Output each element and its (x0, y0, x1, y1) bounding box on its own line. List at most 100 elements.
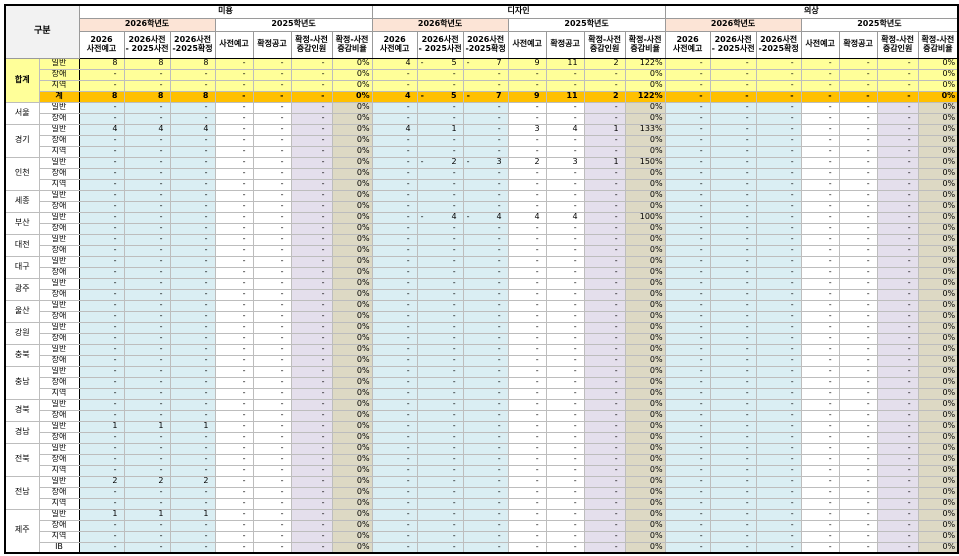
data-cell[interactable]: - (709, 266, 757, 279)
subrow-label[interactable]: 장애 (38, 409, 80, 422)
data-cell[interactable]: - (507, 134, 547, 147)
data-cell[interactable]: 0% (917, 453, 959, 466)
category-header-1[interactable]: 디자인 (371, 4, 666, 19)
data-cell[interactable]: - (416, 343, 464, 356)
data-cell[interactable]: - (838, 420, 878, 433)
data-cell[interactable]: 0% (331, 57, 373, 70)
data-cell[interactable]: 0% (624, 200, 666, 213)
data-cell[interactable]: - (290, 178, 333, 191)
data-cell[interactable]: - (838, 134, 878, 147)
data-cell[interactable]: 0% (624, 68, 666, 81)
data-cell[interactable]: - (416, 101, 464, 114)
data-cell[interactable]: 0% (624, 420, 666, 433)
data-cell[interactable]: - (800, 409, 840, 422)
data-cell[interactable]: - (252, 508, 292, 521)
data-cell[interactable]: - (507, 365, 547, 378)
data-cell[interactable]: - (876, 475, 919, 488)
data-cell[interactable]: - (78, 79, 125, 92)
data-cell[interactable]: - (214, 255, 254, 268)
data-cell[interactable]: -4 (462, 211, 509, 224)
data-cell[interactable]: - (252, 530, 292, 543)
data-cell[interactable]: - (78, 222, 125, 235)
data-cell[interactable]: - (709, 332, 757, 345)
data-cell[interactable]: 0% (917, 387, 959, 400)
data-cell[interactable]: - (169, 178, 216, 191)
data-cell[interactable]: - (371, 101, 418, 114)
subrow-label[interactable]: 장애 (38, 332, 80, 345)
data-cell[interactable]: - (252, 332, 292, 345)
data-cell[interactable]: - (214, 321, 254, 334)
data-cell[interactable]: - (252, 519, 292, 532)
data-cell[interactable]: - (290, 453, 333, 466)
data-cell[interactable]: - (800, 431, 840, 444)
data-cell[interactable]: 0% (331, 156, 373, 169)
subrow-label[interactable]: 일반 (38, 101, 80, 114)
data-cell[interactable]: - (214, 178, 254, 191)
data-cell[interactable]: - (252, 123, 292, 136)
data-cell[interactable]: 0% (624, 497, 666, 510)
data-cell[interactable]: - (462, 387, 509, 400)
region-label[interactable]: 서울 (4, 101, 40, 125)
data-cell[interactable]: 0% (331, 530, 373, 543)
data-cell[interactable]: - (583, 266, 626, 279)
data-cell[interactable]: 0% (331, 244, 373, 257)
data-cell[interactable]: - (755, 343, 802, 356)
data-cell[interactable]: 0% (331, 79, 373, 92)
data-cell[interactable]: - (252, 145, 292, 158)
data-cell[interactable]: 0% (331, 387, 373, 400)
data-cell[interactable]: 0% (917, 123, 959, 136)
data-cell[interactable]: - (123, 541, 171, 554)
data-cell[interactable]: - (214, 233, 254, 246)
data-cell[interactable]: 4 (169, 123, 216, 136)
data-cell[interactable]: - (545, 255, 585, 268)
data-cell[interactable]: - (507, 255, 547, 268)
subrow-label[interactable]: 일반 (38, 211, 80, 224)
data-cell[interactable]: - (416, 321, 464, 334)
data-cell[interactable]: - (545, 508, 585, 521)
data-cell[interactable]: 0% (917, 244, 959, 257)
data-cell[interactable]: - (755, 266, 802, 279)
data-cell[interactable]: - (507, 530, 547, 543)
data-cell[interactable]: - (416, 244, 464, 257)
data-cell[interactable]: - (78, 486, 125, 499)
data-cell[interactable]: - (78, 244, 125, 257)
data-cell[interactable]: 0% (331, 255, 373, 268)
year-2026-header[interactable]: 2026학년도 (664, 17, 802, 32)
data-cell[interactable]: - (252, 420, 292, 433)
data-cell[interactable]: - (169, 68, 216, 81)
data-cell[interactable]: 0% (331, 376, 373, 389)
data-cell[interactable]: 0% (331, 233, 373, 246)
data-cell[interactable]: 0% (624, 266, 666, 279)
data-cell[interactable]: - (371, 497, 418, 510)
subrow-label[interactable]: 지역 (38, 145, 80, 158)
data-cell[interactable]: - (507, 453, 547, 466)
data-cell[interactable]: - (545, 497, 585, 510)
data-cell[interactable]: - (838, 167, 878, 180)
data-cell[interactable]: - (507, 541, 547, 554)
data-cell[interactable]: - (664, 101, 711, 114)
data-cell[interactable]: - (123, 145, 171, 158)
data-cell[interactable]: 0% (624, 453, 666, 466)
data-cell[interactable]: - (664, 134, 711, 147)
data-cell[interactable]: 0% (331, 277, 373, 290)
data-cell[interactable]: - (214, 277, 254, 290)
data-cell[interactable]: - (214, 266, 254, 279)
data-cell[interactable]: - (371, 343, 418, 356)
data-cell[interactable]: 0% (917, 178, 959, 191)
data-cell[interactable]: - (664, 211, 711, 224)
data-cell[interactable]: - (755, 530, 802, 543)
data-cell[interactable]: - (252, 244, 292, 257)
data-cell[interactable]: - (838, 310, 878, 323)
data-cell[interactable]: - (545, 409, 585, 422)
column-header[interactable]: 2026사전 - 2025사전 (123, 30, 171, 59)
data-cell[interactable]: - (371, 255, 418, 268)
data-cell[interactable]: 0% (624, 189, 666, 202)
data-cell[interactable]: - (214, 101, 254, 114)
column-header[interactable]: 2026 사전예고 (664, 30, 711, 59)
data-cell[interactable]: - (290, 464, 333, 477)
data-cell[interactable]: - (664, 233, 711, 246)
data-cell[interactable]: - (123, 299, 171, 312)
data-cell[interactable]: - (664, 530, 711, 543)
data-cell[interactable]: - (545, 387, 585, 400)
data-cell[interactable]: - (755, 497, 802, 510)
